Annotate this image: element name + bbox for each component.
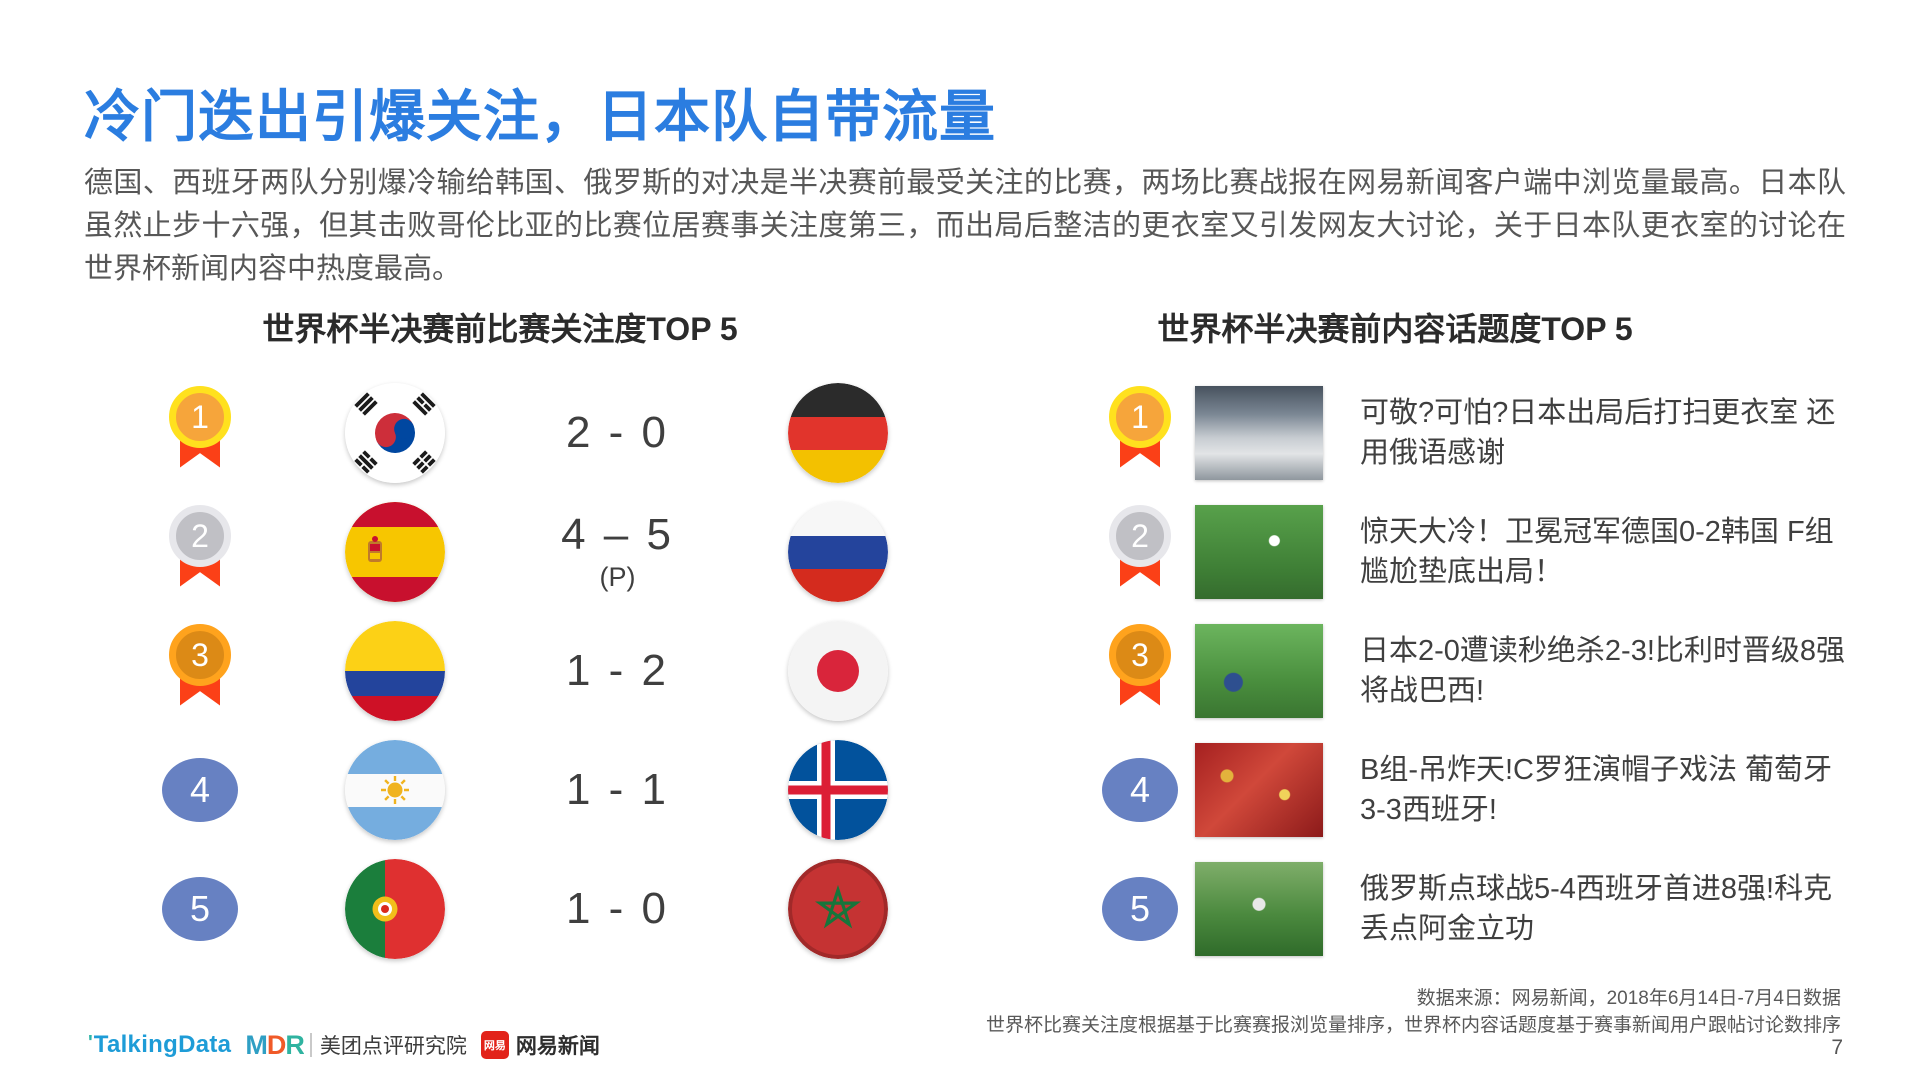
flag-russia-icon [788, 501, 888, 602]
match-score: 1 - 0 [520, 849, 715, 968]
topic-row-3: 3 日本2-0遭读秒绝杀2-3!比利时晋级8强将战巴西! [1050, 611, 1850, 730]
page-title: 冷门迭出引爆关注，日本队自带流量 [84, 85, 996, 148]
topic-title: 可敬?可怕?日本出局后打扫更衣室 还用俄语感谢 [1360, 396, 1836, 469]
topic-row-5: 5 俄罗斯点球战5-4西班牙首进8强!科克丢点阿金立功 [1050, 849, 1850, 968]
rank-circle: 5 [162, 876, 238, 941]
match-row-3: 3 1 - 2 [90, 611, 910, 730]
netease-news-label: 网易新闻 [515, 1035, 600, 1058]
content-topic-list: 1 可敬?可怕?日本出局后打扫更衣室 还用俄语感谢 2 惊天大冷！卫冕冠军德国0-2韩… [1050, 373, 1850, 968]
source-line-1: 数据来源：网易新闻，2018年6月14日-7月4日数据 [1416, 988, 1841, 1009]
match-score: 1 - 2 [520, 611, 715, 730]
netease-news-logo: 网易 网易新闻 [480, 1030, 600, 1060]
score-value: 1 - 2 [565, 645, 670, 695]
topic-title: 俄罗斯点球战5-4西班牙首进8强!科克丢点阿金立功 [1360, 872, 1833, 945]
flag-portugal-icon [345, 858, 445, 959]
topic-row-2: 2 惊天大冷！卫冕冠军德国0-2韩国 F组尴尬垫底出局！ [1050, 492, 1850, 611]
thumbnail-portugal-fans [1195, 742, 1323, 837]
meituan-dianping-institute-logo: MDR 美团点评研究院 [245, 1030, 467, 1060]
score-value: 2 - 0 [565, 407, 670, 457]
medal-bronze-icon: 3 [1109, 623, 1171, 686]
flag-south-korea-icon [345, 382, 445, 483]
flag-germany-icon [788, 382, 888, 483]
topic-title: B组-吊炸天!C罗狂演帽子戏法 葡萄牙3-3西班牙! [1360, 753, 1833, 826]
match-row-5: 5 1 - 0 [90, 849, 910, 968]
thumbnail-japan-belgium-match [1195, 623, 1323, 718]
rank-badge-1: 1 [161, 385, 239, 468]
topic-row-4: 4 B组-吊炸天!C罗狂演帽子戏法 葡萄牙3-3西班牙! [1050, 730, 1850, 849]
topic-row-1: 1 可敬?可怕?日本出局后打扫更衣室 还用俄语感谢 [1050, 373, 1850, 492]
medal-gold-icon: 1 [169, 385, 231, 448]
rank-badge-1: 1 [1101, 385, 1179, 468]
score-value: 1 - 0 [565, 883, 670, 933]
rank-badge-3: 3 [161, 623, 239, 706]
topic-title: 日本2-0遭读秒绝杀2-3!比利时晋级8强将战巴西! [1360, 634, 1846, 707]
flag-japan-icon [788, 620, 888, 721]
flag-spain-icon [345, 501, 445, 602]
score-value: 4 – 5 [561, 510, 674, 559]
mdr-wordmark: MDR [245, 1029, 304, 1060]
medal-silver-icon: 2 [1109, 504, 1171, 567]
match-score: 4 – 5 (P) [520, 492, 715, 611]
flag-morocco-icon [788, 858, 888, 959]
footer-logos: ' TalkingData MDR 美团点评研究院 网易 网易新闻 [88, 1030, 600, 1060]
rank-badge-2: 2 [161, 504, 239, 587]
rank-badge-5: 5 [1101, 876, 1179, 941]
rank-circle: 4 [162, 757, 238, 822]
page-number: 7 [1831, 1036, 1843, 1059]
right-panel-title: 世界杯半决赛前内容话题度TOP 5 [1157, 311, 1633, 347]
match-attention-list: 1 2 - 0 2 4 – 5 (P) 3 1 - 2 4 1 - 1 5 1 - 0 [90, 373, 910, 968]
match-score: 1 - 1 [520, 730, 715, 849]
source-line-2: 世界杯比赛关注度根据基于比赛赛报浏览量排序，世界杯内容话题度基于赛事新闻用户跟帖… [985, 1014, 1841, 1036]
talkingdata-wordmark: TalkingData [93, 1031, 232, 1058]
thumbnail-locker-room [1195, 385, 1323, 480]
medal-silver-icon: 2 [169, 504, 231, 567]
rank-badge-2: 2 [1101, 504, 1179, 587]
rank-circle: 4 [1102, 757, 1178, 822]
score-note: (P) [599, 562, 636, 592]
medal-bronze-icon: 3 [169, 623, 231, 686]
talkingdata-logo: ' TalkingData [88, 1033, 231, 1057]
intro-paragraph: 德国、西班牙两队分别爆冷输给韩国、俄罗斯的对决是半决赛前最受关注的比赛，两场比赛… [84, 167, 1846, 285]
match-row-2: 2 4 – 5 (P) [90, 492, 910, 611]
rank-badge-4: 4 [1101, 757, 1179, 822]
score-value: 1 - 1 [565, 764, 670, 814]
talkingdata-quote-icon: ' [88, 1032, 93, 1054]
rank-circle: 5 [1102, 876, 1178, 941]
rank-badge-3: 3 [1101, 623, 1179, 706]
mdr-label: 美团点评研究院 [319, 1035, 467, 1058]
flag-iceland-icon [788, 739, 888, 840]
rank-badge-5: 5 [161, 876, 239, 941]
thumbnail-germany-korea-match [1195, 504, 1323, 599]
flag-argentina-icon [345, 739, 445, 840]
match-row-1: 1 2 - 0 [90, 373, 910, 492]
netease-app-icon: 网易 [480, 1031, 509, 1059]
flag-colombia-icon [345, 620, 445, 721]
data-source-note: 数据来源：网易新闻，2018年6月14日-7月4日数据 世界杯比赛关注度根据基于… [986, 986, 1841, 1039]
left-panel-title: 世界杯半决赛前比赛关注度TOP 5 [262, 311, 738, 347]
match-score: 2 - 0 [520, 373, 715, 492]
logo-divider [309, 1033, 312, 1057]
topic-title: 惊天大冷！卫冕冠军德国0-2韩国 F组尴尬垫底出局！ [1360, 515, 1834, 588]
match-row-4: 4 1 - 1 [90, 730, 910, 849]
rank-badge-4: 4 [161, 757, 239, 822]
thumbnail-russia-celebration [1195, 861, 1323, 956]
medal-gold-icon: 1 [1109, 385, 1171, 448]
